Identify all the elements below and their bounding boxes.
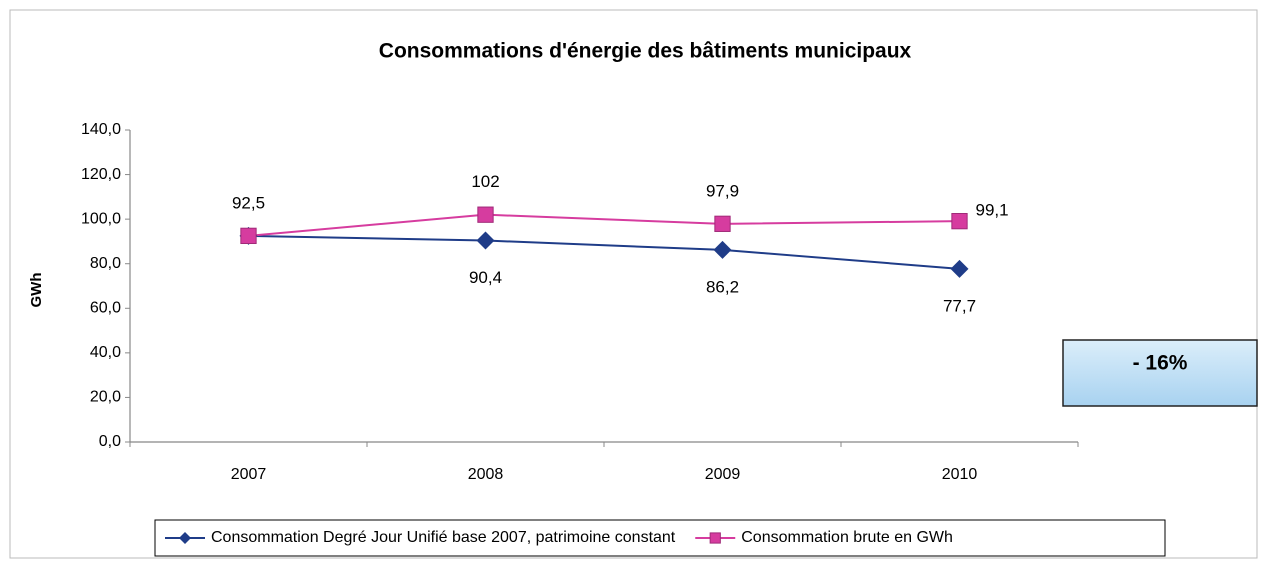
x-tick-label: 2007 bbox=[231, 466, 267, 483]
legend-box bbox=[154, 519, 1166, 557]
data-label: 97,9 bbox=[706, 181, 739, 200]
legend-label: Consommation Degré Jour Unifié base 2007… bbox=[211, 529, 676, 546]
y-tick-label: 0,0 bbox=[99, 433, 121, 450]
series-line bbox=[248, 234, 960, 270]
x-tick-label: 2008 bbox=[468, 466, 504, 483]
y-tick-label: 120,0 bbox=[81, 166, 121, 183]
y-tick-label: 20,0 bbox=[90, 389, 121, 406]
annotation-box bbox=[1062, 339, 1258, 407]
x-tick-label: 2010 bbox=[942, 466, 978, 483]
diamond-marker bbox=[713, 240, 732, 259]
data-label: 102 bbox=[471, 172, 499, 191]
diamond-marker bbox=[950, 259, 969, 278]
y-tick-label: 100,0 bbox=[81, 210, 121, 227]
data-label: 99,1 bbox=[976, 201, 1009, 220]
data-label: 92,5 bbox=[232, 193, 265, 212]
series-line bbox=[248, 213, 960, 237]
square-marker bbox=[240, 227, 257, 245]
data-label: 90,4 bbox=[469, 268, 502, 287]
annotation: - 16% bbox=[1133, 352, 1188, 375]
chart-frame bbox=[9, 9, 1258, 559]
chart-title: Consommations d'énergie des bâtiments mu… bbox=[379, 40, 912, 63]
square-marker bbox=[477, 206, 494, 223]
y-tick-label: 60,0 bbox=[90, 300, 121, 317]
square-marker bbox=[951, 212, 968, 230]
diamond-marker bbox=[179, 532, 191, 544]
x-tick-label: 2009 bbox=[705, 466, 741, 483]
y-axis-label: GWh bbox=[28, 273, 45, 308]
legend-label: Consommation brute en GWh bbox=[741, 529, 953, 546]
y-tick-label: 140,0 bbox=[81, 121, 121, 138]
square-marker bbox=[709, 532, 721, 544]
y-tick-label: 40,0 bbox=[90, 344, 121, 361]
y-tick-label: 80,0 bbox=[90, 255, 121, 272]
data-label: 86,2 bbox=[706, 277, 739, 296]
diamond-marker bbox=[476, 231, 495, 250]
square-marker bbox=[714, 215, 731, 232]
data-label: 77,7 bbox=[943, 296, 976, 315]
